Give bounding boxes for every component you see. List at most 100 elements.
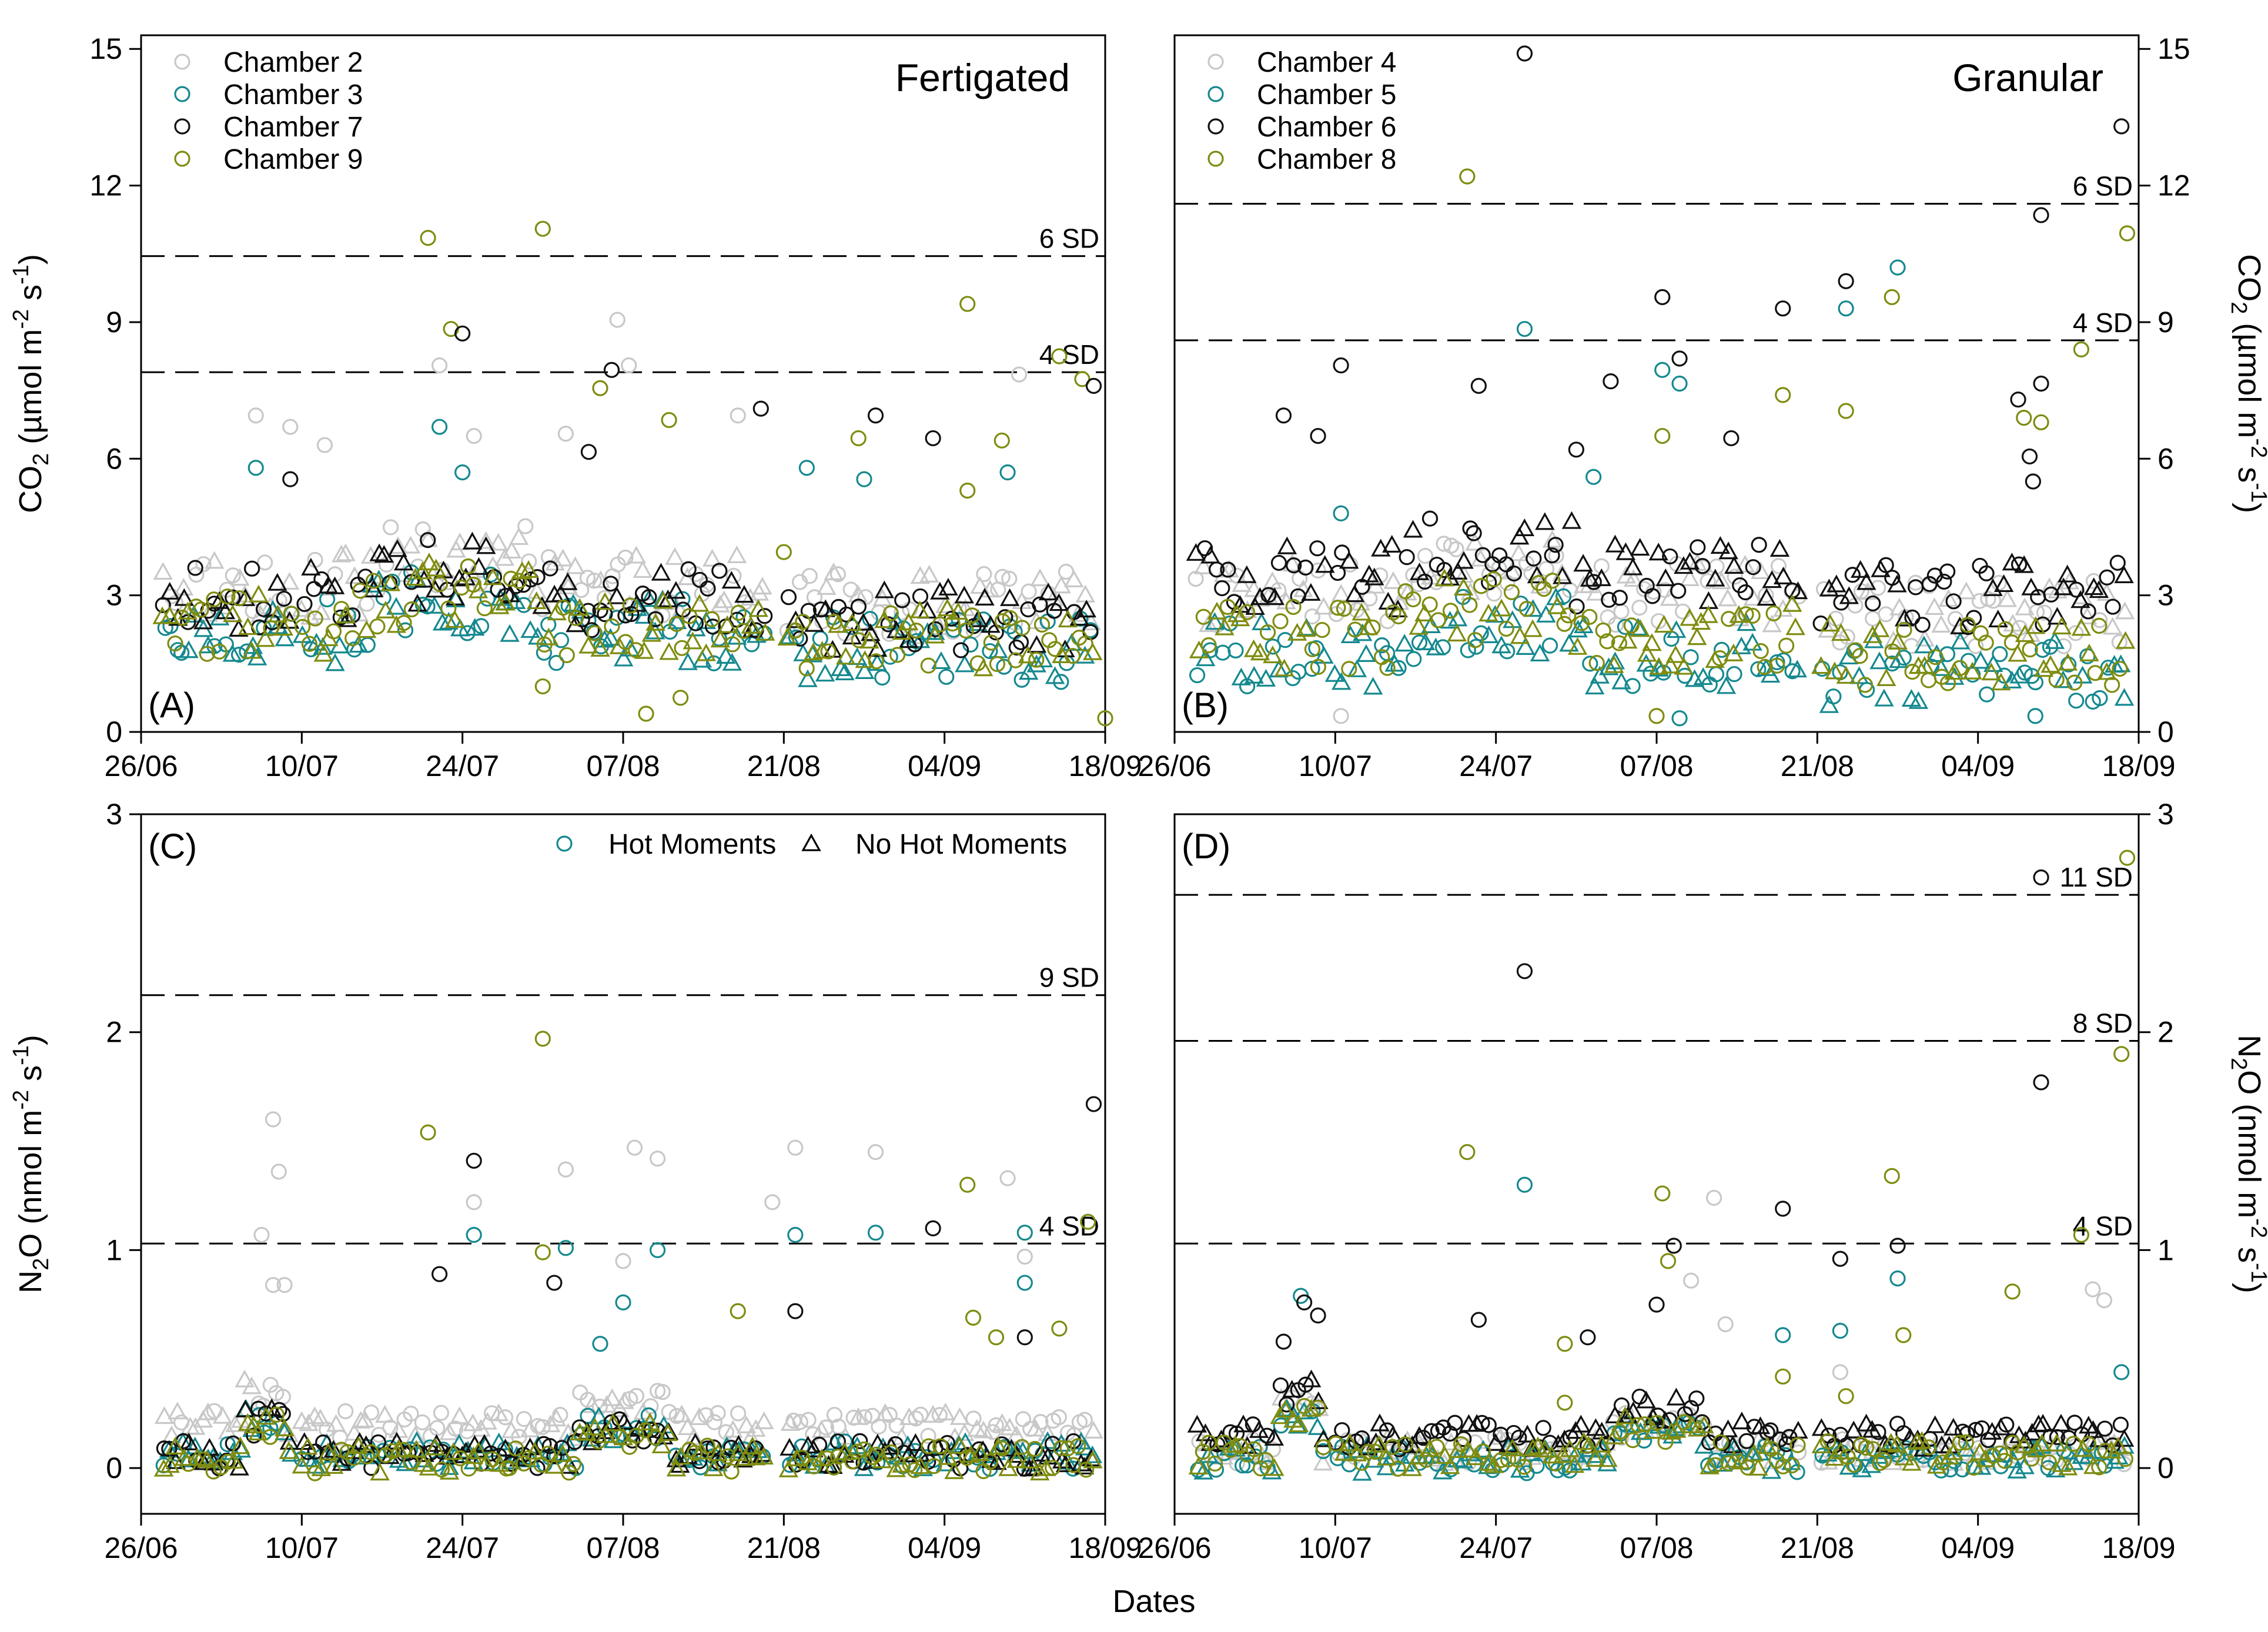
data-point — [1272, 556, 1286, 570]
outlier-point — [1604, 374, 1618, 389]
outlier-point — [1891, 1272, 1905, 1286]
data-point — [1575, 556, 1591, 570]
data-point — [1510, 546, 1527, 560]
outlier-point — [1018, 1250, 1032, 1264]
outlier-point — [272, 1165, 286, 1179]
y-tick-label: 0 — [2157, 1452, 2174, 1484]
data-point — [1689, 629, 1705, 644]
outlier-point — [1839, 404, 1853, 418]
outlier-point — [1018, 1226, 1032, 1240]
data-point — [1990, 611, 2006, 626]
outlier-point — [2115, 119, 2129, 133]
data-point — [1999, 591, 2015, 606]
y-tick-label: 3 — [2157, 579, 2174, 612]
data-point — [1190, 668, 1205, 683]
x-tick-label: 10/07 — [1299, 1531, 1372, 1564]
data-point — [1941, 591, 1957, 606]
outlier-point — [1667, 1239, 1681, 1253]
outlier-point — [1311, 429, 1325, 443]
legend-entry: Chamber 2 — [223, 47, 363, 78]
legend-entry: Chamber 7 — [223, 112, 363, 143]
outlier-point — [1276, 409, 1290, 423]
outlier-point — [1012, 367, 1026, 382]
data-point — [818, 579, 835, 594]
outlier-point — [731, 1304, 745, 1318]
data-point — [1077, 587, 1093, 601]
x-tick-label: 04/09 — [1941, 750, 2015, 782]
y-tick-label: 0 — [2157, 715, 2174, 748]
outlier-point — [1896, 1328, 1911, 1342]
data-point — [2053, 618, 2070, 633]
outlier-point — [674, 691, 688, 705]
sd-threshold-label: 8 SD — [2073, 1008, 2133, 1039]
legend-marker — [1209, 55, 1223, 69]
data-point — [1543, 638, 1557, 653]
x-tick-label: 04/09 — [908, 1531, 981, 1564]
outlier-point — [249, 461, 263, 475]
x-tick-label: 07/08 — [586, 1531, 660, 1564]
data-point — [1051, 595, 1067, 610]
data-point — [909, 624, 924, 638]
outlier-point — [283, 472, 297, 486]
data-point — [903, 602, 917, 616]
outlier-point — [536, 1245, 550, 1259]
outlier-point — [2086, 1282, 2100, 1296]
data-point — [1993, 647, 2007, 661]
outlier-point — [1776, 1202, 1790, 1216]
outlier-point — [433, 1267, 447, 1281]
outlier-point — [1661, 1254, 1675, 1268]
legend: Chamber 4Chamber 5Chamber 6Chamber 8 — [1209, 47, 1396, 175]
figure-canvas: 0369121526/06 10/07 24/07 07/08 21/08 04/09 18… — [0, 0, 2268, 1632]
data-point — [377, 1407, 393, 1422]
data-point — [370, 620, 384, 634]
y-axis-title: CO2 (µmol m-2 s-1) — [2226, 254, 2268, 513]
data-point — [872, 1420, 886, 1434]
outlier-point — [1885, 290, 1899, 304]
data-point — [2110, 556, 2125, 570]
outlier-point — [1707, 1190, 1721, 1205]
legend-entry: Chamber 8 — [1257, 144, 1396, 175]
data-point — [691, 596, 708, 611]
data-point — [1516, 520, 1533, 535]
outlier-point — [961, 484, 975, 498]
outlier-point — [651, 1152, 665, 1166]
outlier-point — [995, 433, 1009, 447]
outlier-point — [536, 222, 550, 236]
legend-marker-hot — [557, 837, 571, 851]
outlier-point — [1086, 1097, 1100, 1111]
outlier-point — [1517, 322, 1531, 336]
data-point — [1771, 541, 1788, 556]
outlier-point — [2034, 208, 2048, 222]
outlier-point — [1672, 711, 1687, 725]
outlier-point — [2017, 411, 2031, 425]
data-point — [1537, 514, 1553, 529]
data-point — [1561, 608, 1575, 623]
x-tick-label: 07/08 — [586, 750, 660, 782]
data-point — [1771, 559, 1785, 573]
outlier-point — [1655, 290, 1670, 304]
data-point — [1246, 641, 1262, 656]
data-point — [1358, 646, 1374, 661]
outlier-point — [1018, 1276, 1032, 1290]
data-point — [1536, 1421, 1550, 1435]
outlier-point — [1052, 1322, 1066, 1336]
panel-C: 012326/06 10/07 24/07 07/08 21/08 04/09 18/09N… — [9, 798, 1142, 1564]
legend: Chamber 2Chamber 3Chamber 7Chamber 9 — [175, 47, 363, 175]
outlier-point — [467, 1195, 481, 1209]
y-tick-label: 9 — [106, 306, 122, 339]
outlier-point — [961, 297, 975, 311]
outlier-point — [1672, 352, 1687, 366]
outlier-point — [2115, 1365, 2129, 1379]
outlier-point — [2034, 1075, 2048, 1089]
data-point — [1078, 1413, 1092, 1427]
data-point — [359, 570, 373, 584]
data-point — [1787, 619, 1804, 634]
x-tick-label: 18/09 — [1068, 1531, 1142, 1564]
x-axis-title: Dates — [1112, 1584, 1195, 1619]
data-point — [1671, 584, 1685, 598]
legend-entry: Chamber 5 — [1257, 79, 1396, 111]
outlier-point — [2034, 871, 2048, 885]
data-point — [1821, 697, 1837, 712]
outlier-point — [1839, 274, 1853, 288]
data-point — [1878, 670, 1895, 685]
